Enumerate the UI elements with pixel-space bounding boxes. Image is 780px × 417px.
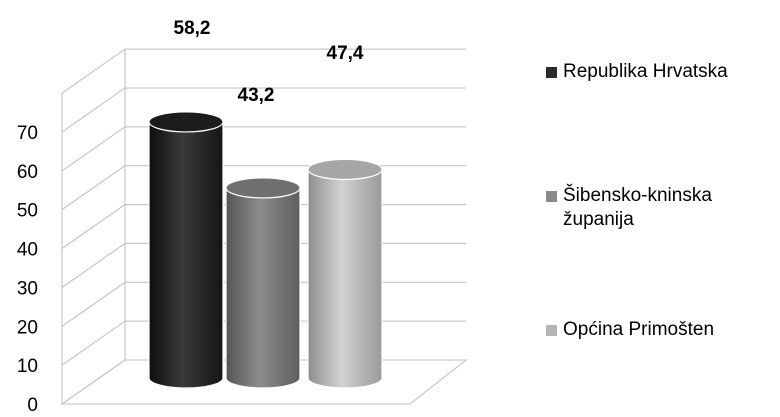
bar-top <box>225 177 301 199</box>
legend-swatch <box>546 67 557 78</box>
floor <box>60 359 468 405</box>
bar-top <box>148 111 224 133</box>
legend-label: Općina Primošten <box>563 319 715 340</box>
y-tick-label: 70 <box>17 123 38 144</box>
gridline-side <box>61 165 126 211</box>
y-tick-label: 30 <box>17 278 38 299</box>
legend-label: Šibensko-kninska županija <box>563 185 712 230</box>
legend-swatch <box>546 191 557 202</box>
bar-top <box>307 158 383 181</box>
gridline-side <box>61 204 126 249</box>
bar-body <box>225 187 301 389</box>
bar <box>225 177 301 389</box>
data-labels: 58,2 43,2 47,4 <box>174 18 364 106</box>
y-tick-label: 40 <box>17 240 38 261</box>
gridline-side <box>61 243 126 288</box>
y-tick-label: 20 <box>17 317 38 338</box>
bar-body <box>148 121 224 389</box>
y-axis: 0 10 20 30 40 50 60 70 <box>17 123 38 416</box>
y-tick-label: 10 <box>17 356 38 377</box>
gridline-side <box>61 320 126 366</box>
legend: Republika Hrvatska Šibensko-kninska župa… <box>546 0 780 417</box>
legend-label: Republika Hrvatska <box>563 61 728 82</box>
y-tick-label: 0 <box>27 395 38 416</box>
legend-swatch <box>546 325 557 336</box>
y-tick-label: 60 <box>17 162 38 183</box>
gridline-side <box>61 281 126 327</box>
y-tick-label: 50 <box>17 201 38 222</box>
gridline-side <box>61 126 126 172</box>
data-label: 47,4 <box>327 43 364 64</box>
gridline-side <box>61 87 126 133</box>
legend-item-republika-hrvatska: Republika Hrvatska <box>546 60 778 84</box>
bar <box>148 111 224 389</box>
bar-body <box>307 168 383 389</box>
legend-item-opcina-primosten: Općina Primošten <box>546 318 778 342</box>
legend-item-sibensko-kninska-zupanija: Šibensko-kninska županija <box>546 184 778 232</box>
bar <box>307 158 383 389</box>
gridline-side <box>61 48 126 94</box>
bars <box>148 111 383 389</box>
data-label: 58,2 <box>174 18 211 39</box>
data-label: 43,2 <box>238 85 275 106</box>
